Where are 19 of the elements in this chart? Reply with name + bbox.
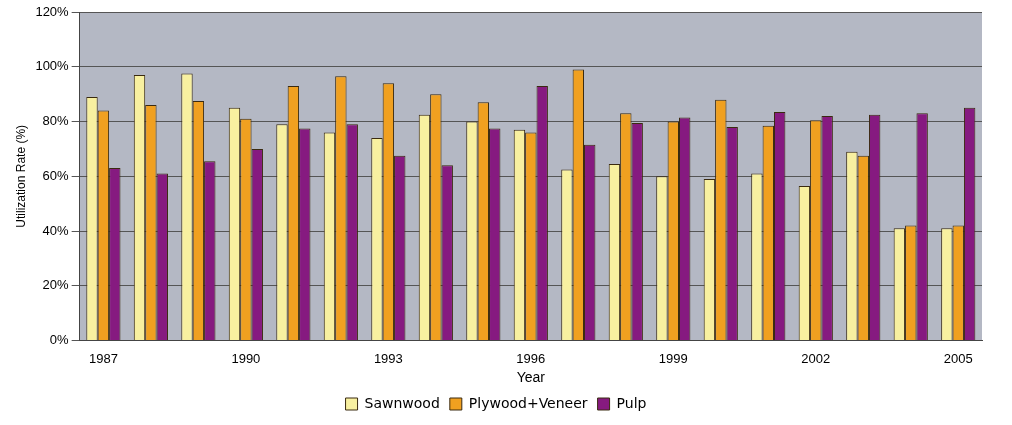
y-tick-label: 40% bbox=[42, 222, 70, 238]
x-tick-label: 2002 bbox=[801, 350, 831, 366]
y-tick-label: 60% bbox=[42, 167, 70, 183]
y-tick-label: 80% bbox=[42, 113, 70, 129]
y-tick-label: 100% bbox=[35, 58, 70, 74]
x-tick-label: 2005 bbox=[943, 350, 973, 366]
y-axis-title: Utilization Rate (%) bbox=[13, 124, 28, 228]
x-tick-label: 1999 bbox=[658, 350, 688, 366]
y-tick-label: 120% bbox=[35, 3, 70, 19]
y-tick-label: 0% bbox=[49, 332, 70, 348]
x-tick-label: 1996 bbox=[516, 350, 546, 366]
legend-label: Sawnwood bbox=[364, 394, 440, 411]
x-tick-label: 1990 bbox=[231, 350, 261, 366]
y-tick-label: 20% bbox=[42, 277, 70, 293]
legend-label: Pulp bbox=[616, 394, 647, 411]
x-axis-title: Year bbox=[516, 369, 546, 386]
x-tick-label: 1993 bbox=[373, 350, 403, 366]
legend-label: Plywood+Veneer bbox=[468, 394, 588, 411]
x-tick-label: 1987 bbox=[88, 350, 118, 366]
